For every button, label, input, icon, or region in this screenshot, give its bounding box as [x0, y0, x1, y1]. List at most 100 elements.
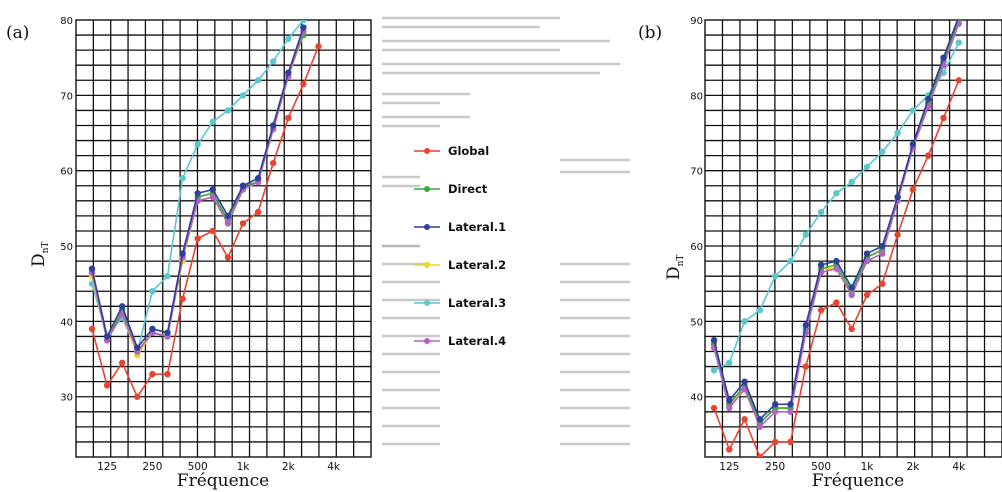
- y-axis-label-sub-b: nT: [676, 255, 686, 267]
- data-point-lateral-1-b: [817, 261, 825, 269]
- legend-entry-lateral-2: Lateral.2: [414, 258, 506, 272]
- data-point-lateral-1-a: [149, 325, 156, 333]
- data-point-lateral-3-b: [909, 107, 917, 114]
- data-point-global-b: [909, 186, 917, 193]
- legend-swatch-dot-lateral-1: [424, 224, 430, 230]
- legend-swatch-dot-lateral-4: [424, 338, 430, 344]
- x-tick-label-b: 4k: [952, 461, 966, 473]
- y-tick-label-b: 70: [690, 167, 703, 178]
- data-point-global-a: [179, 295, 186, 302]
- grid-a: [76, 20, 371, 457]
- legend-entry-lateral-1: Lateral.1: [414, 220, 506, 234]
- data-point-lateral-3-a: [209, 118, 216, 125]
- data-point-lateral-4-b: [879, 250, 886, 257]
- data-point-lateral-4-b: [726, 404, 733, 412]
- chart-panel-a: (a) DnT Fréquence 30 40 50 60 70 80 125 250 500 1…: [6, 16, 372, 491]
- y-tick-label-a: 40: [60, 317, 73, 328]
- data-point-lateral-1-a: [254, 175, 262, 182]
- data-point-global-b: [848, 325, 855, 333]
- data-point-global-b: [756, 453, 764, 457]
- data-point-lateral-1-b: [833, 257, 840, 265]
- x-tick-label-a: 125: [97, 461, 117, 473]
- data-point-global-b: [802, 363, 809, 370]
- x-tick-label-b: 2k: [907, 461, 921, 473]
- x-tick-label-a: 4k: [327, 461, 341, 473]
- data-point-global-a: [209, 227, 216, 235]
- data-point-lateral-3-b: [741, 318, 748, 325]
- legend-entry-direct: Direct: [414, 182, 488, 196]
- data-point-lateral-1-a: [88, 265, 96, 272]
- x-axis-title-a: Fréquence: [177, 471, 269, 491]
- data-point-lateral-3-b: [817, 208, 825, 216]
- panel-label-b: (b): [638, 23, 662, 43]
- data-point-global-a: [254, 208, 262, 216]
- data-point-global-b: [726, 446, 733, 453]
- data-point-lateral-1-b: [909, 141, 917, 148]
- data-point-lateral-1-a: [134, 344, 141, 351]
- data-point-global-b: [817, 306, 825, 314]
- x-tick-label-a: 250: [142, 461, 162, 473]
- legend-label-lateral-3: Lateral.3: [448, 296, 506, 310]
- legend-label-global: Global: [448, 144, 489, 158]
- legend-swatch-dot-lateral-3: [424, 300, 430, 306]
- data-point-lateral-3-b: [756, 306, 764, 314]
- data-point-lateral-1-b: [879, 242, 886, 250]
- y-tick-label-b: 50: [690, 317, 703, 328]
- data-point-lateral-1-b: [787, 401, 794, 408]
- data-point-lateral-3-b: [772, 272, 779, 280]
- data-point-lateral-1-b: [710, 337, 718, 344]
- data-point-lateral-3-b: [863, 163, 871, 171]
- y-tick-label-b: 80: [690, 91, 703, 102]
- data-point-lateral-4-b: [863, 257, 871, 265]
- data-point-lateral-3-b: [955, 39, 962, 46]
- data-point-lateral-4-a: [224, 220, 232, 227]
- data-point-lateral-3-b: [802, 231, 809, 238]
- data-point-lateral-1-a: [285, 69, 292, 76]
- data-point-lateral-4-b: [787, 408, 794, 415]
- data-point-global-a: [270, 159, 277, 167]
- data-point-global-a: [164, 370, 171, 378]
- legend-entry-lateral-4: Lateral.4: [414, 334, 506, 348]
- data-point-lateral-3-a: [300, 20, 307, 24]
- data-point-global-a: [119, 359, 126, 367]
- y-tick-label-a: 70: [60, 91, 73, 102]
- y-axis-label-main-a: D: [29, 253, 49, 267]
- data-point-global-a: [300, 80, 307, 88]
- data-point-lateral-4-b: [772, 408, 779, 415]
- data-point-global-b: [925, 152, 932, 159]
- data-point-lateral-3-b: [726, 359, 733, 367]
- y-axis-label-b: DnT: [664, 255, 686, 280]
- data-point-lateral-3-b: [894, 129, 901, 137]
- legend-label-lateral-1: Lateral.1: [448, 220, 506, 234]
- data-point-lateral-3-a: [270, 58, 277, 65]
- data-point-lateral-1-b: [772, 401, 779, 408]
- data-point-global-b: [710, 404, 718, 412]
- legend-swatch-dot-global: [424, 148, 430, 154]
- plot-frame-a: [75, 19, 372, 458]
- data-point-lateral-1-a: [270, 122, 277, 129]
- panel-label-a: (a): [6, 23, 29, 43]
- data-point-global-b: [772, 438, 779, 446]
- data-point-lateral-3-b: [879, 148, 886, 156]
- legend-swatch-dot-direct: [424, 186, 430, 192]
- data-point-lateral-1-a: [164, 329, 171, 336]
- data-point-lateral-3-a: [194, 141, 201, 148]
- data-point-lateral-1-b: [863, 250, 871, 257]
- x-tick-label-b: 500: [811, 461, 831, 473]
- background-text-lines: [382, 16, 630, 446]
- data-point-global-a: [149, 370, 156, 378]
- data-point-lateral-3-b: [833, 190, 840, 197]
- data-point-lateral-1-a: [119, 303, 126, 310]
- x-tick-label-a: 1k: [237, 461, 251, 473]
- data-point-lateral-3-a: [224, 107, 232, 114]
- data-point-lateral-1-b: [940, 54, 947, 61]
- x-tick-label-a: 2k: [282, 461, 296, 473]
- data-point-lateral-3-a: [254, 77, 262, 84]
- data-point-global-b: [787, 438, 794, 446]
- data-point-lateral-1-a: [239, 182, 247, 189]
- data-point-lateral-1-b: [802, 321, 809, 329]
- data-point-lateral-1-b: [741, 378, 748, 385]
- legend-label-lateral-4: Lateral.4: [448, 334, 506, 348]
- data-point-global-b: [879, 280, 886, 287]
